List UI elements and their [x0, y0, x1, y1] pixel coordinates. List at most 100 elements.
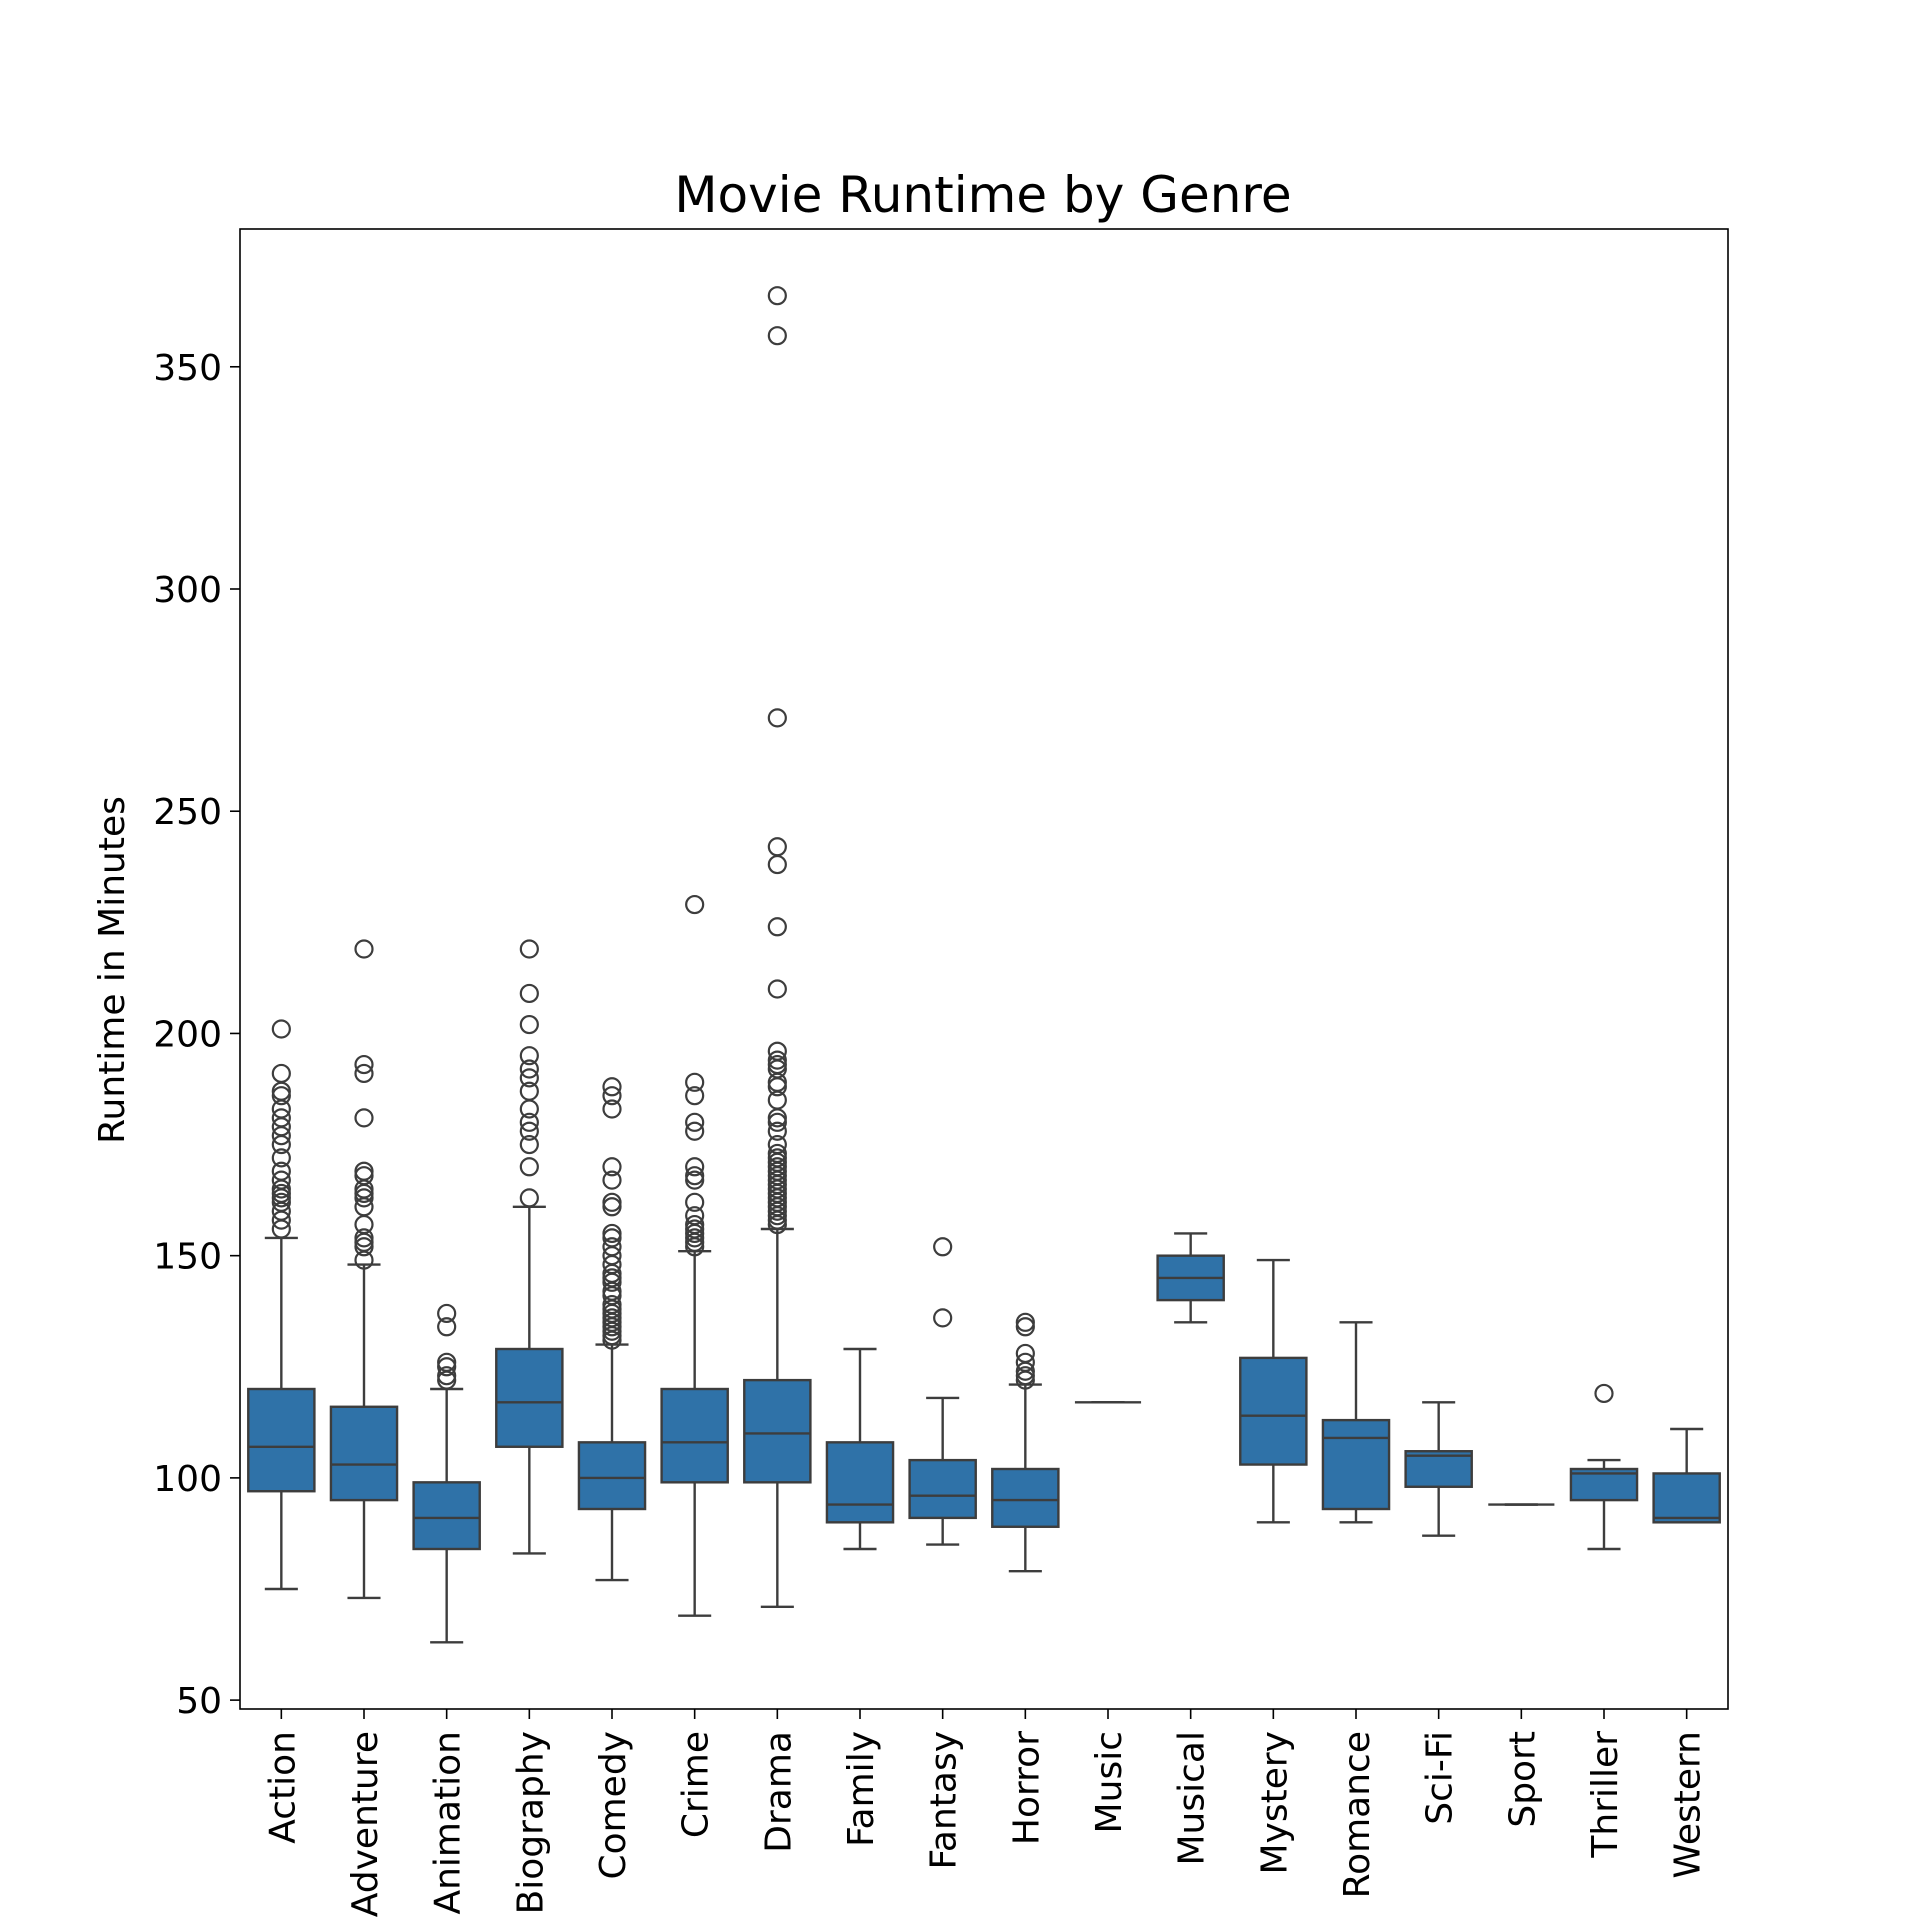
outlier-point — [519, 983, 539, 1004]
outlier-point — [519, 1157, 539, 1177]
outlier-point — [767, 1143, 787, 1164]
outlier-point — [519, 1059, 539, 1079]
outlier-point — [767, 917, 787, 937]
outlier-point — [767, 854, 787, 875]
outlier-point — [354, 1214, 374, 1235]
box-group-musical — [1156, 1232, 1225, 1324]
y-axis: 50 100 150 200 250 300 350 — [153, 348, 240, 1722]
outlier-point — [354, 1063, 374, 1084]
outlier-point — [271, 1063, 291, 1084]
iqr-box — [329, 1405, 399, 1502]
outlier-point — [685, 1157, 705, 1177]
outlier-point — [685, 1192, 705, 1212]
outlier-point — [519, 1068, 539, 1088]
outlier-point — [933, 1237, 953, 1257]
x-tick-label: Biography — [510, 1731, 551, 1914]
iqr-box — [991, 1467, 1060, 1528]
outlier-point — [1594, 1383, 1614, 1404]
box-group-romance — [1321, 1321, 1391, 1524]
plot-area — [247, 286, 1721, 1644]
outlier-point — [602, 1086, 622, 1106]
outlier-point — [685, 1214, 705, 1235]
outlier-point — [767, 1121, 787, 1141]
x-tick-label: Fantasy — [924, 1731, 965, 1870]
iqr-box — [412, 1481, 481, 1551]
box-group-action — [247, 1019, 316, 1591]
y-tick-label: 350 — [153, 348, 222, 389]
x-axis: Action Adventure Animation Biography Comedy C… — [262, 1709, 1709, 1917]
outlier-point — [519, 1099, 539, 1119]
y-tick-label: 100 — [153, 1459, 222, 1500]
outlier-point — [602, 1077, 622, 1097]
box-group-crime — [660, 894, 729, 1617]
box-group-biography — [495, 939, 564, 1555]
box-group-mystery — [1239, 1258, 1308, 1524]
outlier-point — [354, 1108, 374, 1128]
outlier-point — [685, 1112, 705, 1132]
y-axis-label: Runtime in Minutes — [92, 796, 133, 1144]
outlier-point — [1015, 1352, 1035, 1372]
iqr-box — [1239, 1356, 1308, 1466]
outlier-point — [354, 1228, 374, 1248]
x-tick-label: Adventure — [345, 1731, 386, 1917]
y-tick-label: 50 — [176, 1681, 222, 1722]
x-tick-label: Drama — [758, 1731, 799, 1853]
outlier-point — [685, 1121, 705, 1141]
iqr-box — [495, 1347, 564, 1448]
outlier-point — [602, 1294, 622, 1315]
outlier-point — [767, 1041, 787, 1061]
x-tick-label: Comedy — [593, 1731, 634, 1880]
x-tick-label: Music — [1089, 1731, 1130, 1833]
outlier-point — [354, 939, 374, 959]
box-group-animation — [412, 1303, 481, 1644]
chart-title: Movie Runtime by Genre — [674, 166, 1291, 224]
outlier-point — [437, 1317, 457, 1337]
outlier-point — [767, 326, 787, 346]
outlier-point — [437, 1303, 457, 1324]
x-tick-label: Western — [1668, 1731, 1709, 1879]
outlier-point — [602, 1223, 622, 1244]
box-group-western — [1652, 1427, 1721, 1524]
x-tick-label: Action — [262, 1731, 303, 1844]
outlier-point — [1015, 1312, 1035, 1332]
iqr-box — [825, 1441, 895, 1524]
x-tick-label: Family — [841, 1731, 882, 1847]
outlier-point — [354, 1161, 374, 1181]
y-tick-label: 300 — [153, 570, 222, 611]
outlier-point — [271, 1019, 291, 1039]
plot-frame — [239, 228, 1729, 1710]
x-tick-label: Mystery — [1254, 1731, 1295, 1875]
x-tick-label: Musical — [1172, 1731, 1213, 1866]
box-group-horror — [991, 1312, 1060, 1573]
outlier-point — [767, 708, 787, 728]
iqr-box — [1652, 1472, 1721, 1524]
outlier-point — [602, 1099, 622, 1119]
y-tick-label: 250 — [153, 792, 222, 833]
outlier-point — [685, 1166, 705, 1186]
outlier-point — [519, 1121, 539, 1141]
outlier-point — [767, 837, 787, 857]
outlier-point — [602, 1170, 622, 1190]
x-tick-label: Sci-Fi — [1420, 1731, 1461, 1825]
outlier-point — [767, 286, 787, 306]
outlier-point — [767, 1134, 787, 1155]
outlier-point — [519, 1046, 539, 1066]
outlier-point — [271, 1108, 291, 1128]
outlier-point — [519, 1112, 539, 1132]
y-tick-label: 150 — [153, 1237, 222, 1278]
x-tick-label: Romance — [1337, 1731, 1378, 1898]
box-group-sci-fi — [1404, 1401, 1473, 1537]
x-tick-label: Crime — [676, 1731, 717, 1838]
outlier-point — [685, 1086, 705, 1106]
x-tick-label: Sport — [1502, 1731, 1543, 1828]
box-group-drama — [743, 286, 812, 1608]
y-tick-label: 200 — [153, 1014, 222, 1055]
outlier-point — [933, 1308, 953, 1328]
outlier-point — [519, 939, 539, 959]
outlier-point — [519, 1134, 539, 1155]
outlier-point — [437, 1366, 457, 1386]
outlier-point — [685, 894, 705, 915]
outlier-point — [271, 1170, 291, 1190]
outlier-point — [271, 1161, 291, 1181]
